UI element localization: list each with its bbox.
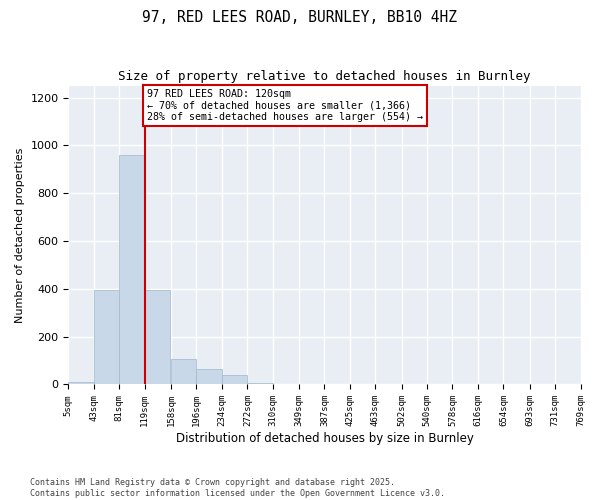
Bar	[68, 382, 94, 384]
Title: Size of property relative to detached houses in Burnley: Size of property relative to detached ho…	[118, 70, 531, 83]
Bar	[196, 369, 222, 384]
Text: 97 RED LEES ROAD: 120sqm
← 70% of detached houses are smaller (1,366)
28% of sem: 97 RED LEES ROAD: 120sqm ← 70% of detach…	[147, 89, 423, 122]
Text: 97, RED LEES ROAD, BURNLEY, BB10 4HZ: 97, RED LEES ROAD, BURNLEY, BB10 4HZ	[143, 10, 458, 25]
Bar	[145, 290, 170, 384]
Bar	[119, 155, 145, 384]
Bar	[94, 290, 119, 384]
X-axis label: Distribution of detached houses by size in Burnley: Distribution of detached houses by size …	[176, 432, 473, 445]
Bar	[171, 360, 196, 384]
Y-axis label: Number of detached properties: Number of detached properties	[15, 148, 25, 322]
Bar	[222, 375, 247, 384]
Text: Contains HM Land Registry data © Crown copyright and database right 2025.
Contai: Contains HM Land Registry data © Crown c…	[30, 478, 445, 498]
Bar	[247, 383, 273, 384]
